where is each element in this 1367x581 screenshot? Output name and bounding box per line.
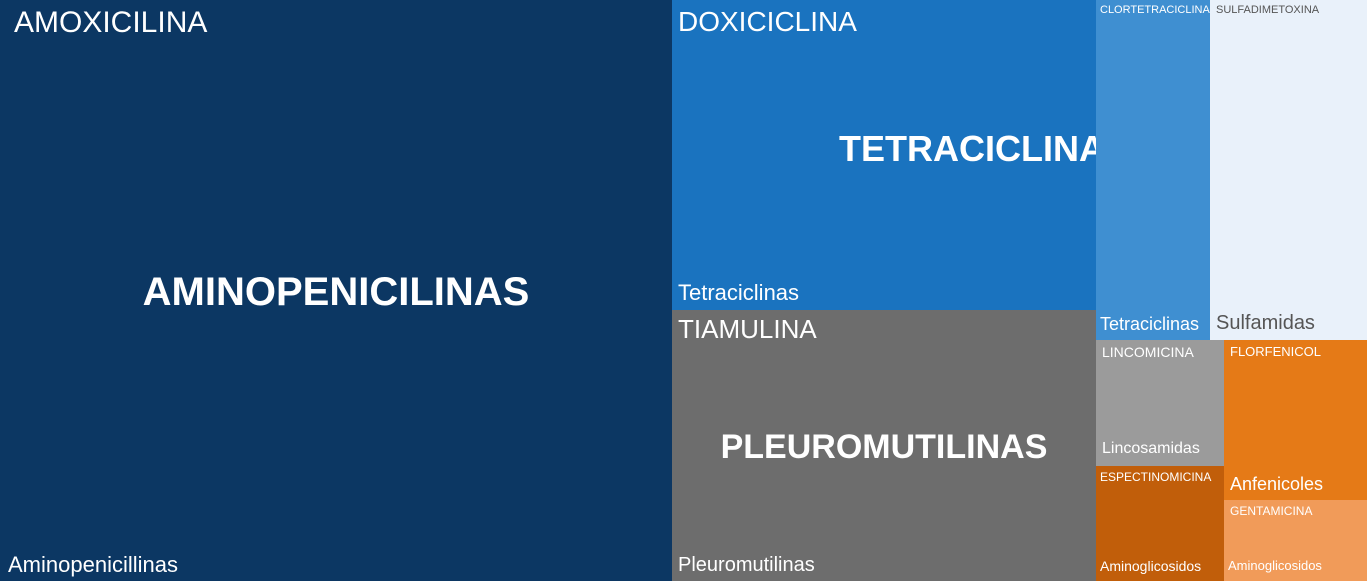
cell-top-label: DOXICICLINA — [678, 6, 857, 38]
cell-top-label: TIAMULINA — [678, 314, 817, 345]
cell-center-label: TETRACICLINAS — [772, 128, 1096, 170]
antibiotic-treemap: U RollaAMOXICILINAAMINOPENICILINASAminop… — [0, 0, 1367, 581]
cell-top-label: LINCOMICINA — [1102, 344, 1194, 360]
cell-bottom-label: Anfenicoles — [1230, 474, 1323, 495]
treemap-cell-aminoglicosidos-genta[interactable]: GENTAMICINA Aminoglicosidos — [1224, 500, 1367, 581]
cell-bottom-label: Pleuromutilinas — [678, 554, 815, 577]
treemap-cell-anfenicoles[interactable]: FLORFENICOL Anfenicoles — [1224, 340, 1367, 500]
cell-bottom-label: Sulfamidas — [1216, 312, 1315, 335]
cell-bottom-label: Aminoglicosidos — [1100, 558, 1201, 574]
treemap-cell-aminoglicosidos-espec[interactable]: ESPECTINOMICINA Aminoglicosidos — [1096, 466, 1224, 581]
treemap-cell-sulfamidas[interactable]: SULFADIMETOXINA Sulfamidas — [1210, 0, 1367, 340]
cell-top-label: AMOXICILINA — [14, 6, 207, 40]
treemap-cell-aminopenicilinas[interactable]: AMOXICILINA AMINOPENICILINAS Aminopenicill… — [0, 0, 672, 581]
cell-bottom-label: Lincosamidas — [1102, 440, 1200, 458]
cell-bottom-label: Aminopenicillinas — [8, 552, 178, 578]
cell-top-label: ESPECTINOMICINA — [1100, 470, 1211, 484]
cell-top-label: CLORTETRACICLINA — [1100, 4, 1210, 16]
treemap-cell-tetraciclinas-clor[interactable]: CLORTETRACICLINA Tetraciclinas — [1096, 0, 1210, 340]
treemap-cell-tetraciclinas-doxi[interactable]: DOXICICLINA TETRACICLINAS Tetraciclinas — [672, 0, 1096, 310]
cell-top-label: FLORFENICOL — [1230, 344, 1321, 359]
cell-top-label: GENTAMICINA — [1230, 504, 1312, 518]
cell-bottom-label: Aminoglicosidos — [1228, 558, 1322, 573]
treemap-cell-lincosamidas[interactable]: LINCOMICINA Lincosamidas — [1096, 340, 1224, 466]
cell-bottom-label: Tetraciclinas — [678, 280, 799, 306]
cell-center-label: AMINOPENICILINAS — [0, 270, 672, 315]
cell-top-label: SULFADIMETOXINA — [1216, 4, 1319, 16]
cell-center-label: PLEUROMUTILINAS — [672, 428, 1096, 467]
treemap-cell-pleuromutilinas[interactable]: TIAMULINA PLEUROMUTILINAS Pleuromutilinas — [672, 310, 1096, 581]
cell-bottom-label: Tetraciclinas — [1100, 314, 1199, 335]
